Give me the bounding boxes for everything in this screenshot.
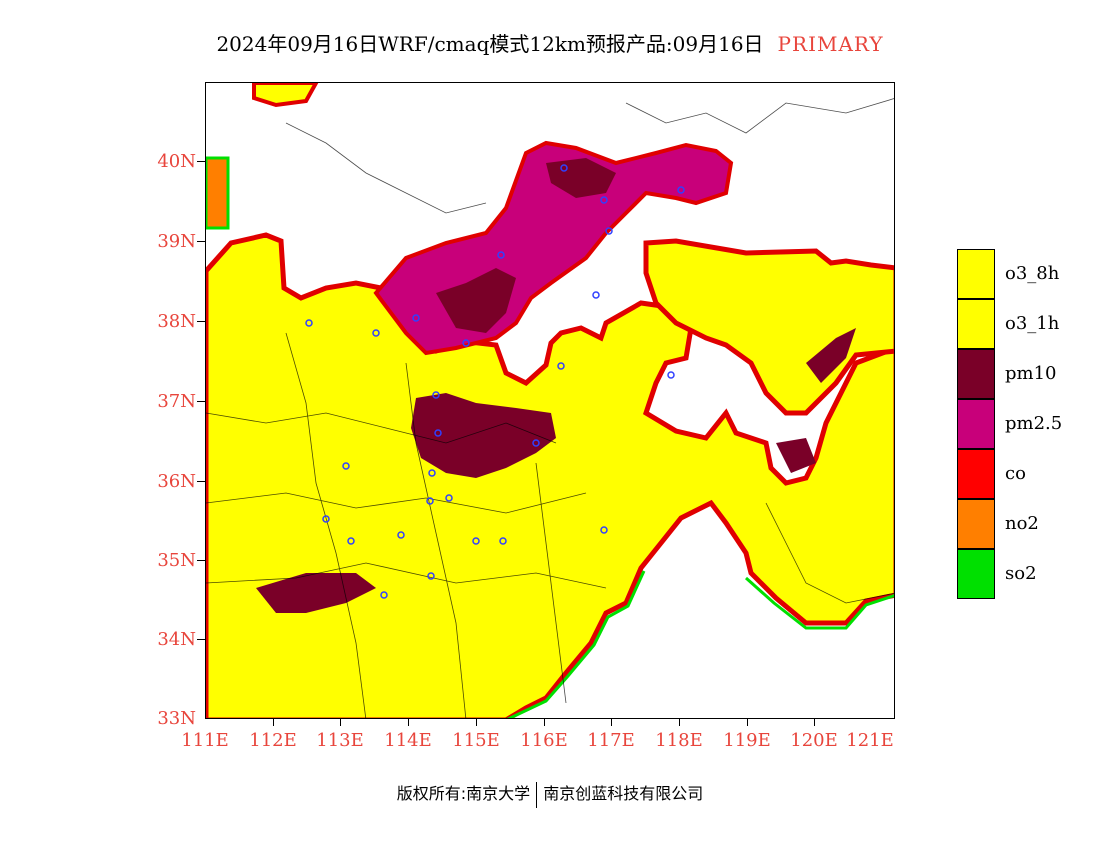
- legend-item-o3-8h: o3_8h: [957, 249, 1097, 299]
- lon-tick: [340, 719, 341, 726]
- lon-tick: [679, 719, 680, 726]
- lat-label-34n: 34N: [150, 629, 196, 650]
- lat-label-38n: 38N: [150, 311, 196, 332]
- legend-item-pm25: pm2.5: [957, 399, 1097, 449]
- lon-label-118e: 118E: [649, 730, 709, 751]
- title-text: 2024年09月16日WRF/cmaq模式12km预报产品:09月16日: [216, 32, 763, 56]
- lon-label-120e: 120E: [784, 730, 844, 751]
- lon-tick: [476, 719, 477, 726]
- pollutant-map: [205, 82, 895, 719]
- lon-label-112e: 112E: [243, 730, 303, 751]
- footer-left: 版权所有:南京大学: [397, 784, 530, 803]
- lat-label-39n: 39N: [150, 231, 196, 252]
- legend-label: pm2.5: [1005, 413, 1062, 434]
- lon-label-117e: 117E: [581, 730, 641, 751]
- lat-label-40n: 40N: [150, 151, 196, 172]
- lat-tick: [197, 321, 205, 322]
- footer-separator: [536, 782, 537, 808]
- map-title: 2024年09月16日WRF/cmaq模式12km预报产品:09月16日 PRIM…: [0, 28, 1100, 57]
- lat-label-33n: 33N: [150, 708, 196, 729]
- legend-label: pm10: [1005, 363, 1057, 384]
- copyright-footer: 版权所有:南京大学 南京创蓝科技有限公司: [0, 780, 1100, 808]
- legend-item-co: co: [957, 449, 1097, 499]
- legend-label: no2: [1005, 513, 1039, 534]
- footer-right: 南京创蓝科技有限公司: [543, 784, 703, 803]
- legend-swatch: [957, 349, 995, 399]
- lon-tick: [544, 719, 545, 726]
- lat-label-35n: 35N: [150, 550, 196, 571]
- lat-tick: [197, 481, 205, 482]
- legend-item-so2: so2: [957, 549, 1097, 599]
- legend-swatch: [957, 499, 995, 549]
- legend-swatch: [957, 399, 995, 449]
- lon-tick: [611, 719, 612, 726]
- lon-label-111e: 111E: [175, 730, 235, 751]
- legend-label: co: [1005, 463, 1026, 484]
- map-canvas: [206, 83, 895, 719]
- lon-label-114e: 114E: [378, 730, 438, 751]
- lat-label-36n: 36N: [150, 471, 196, 492]
- legend-swatch: [957, 449, 995, 499]
- o3-north-strip: [254, 83, 316, 105]
- lon-label-116e: 116E: [514, 730, 574, 751]
- lat-tick: [197, 241, 205, 242]
- lon-label-115e: 115E: [446, 730, 506, 751]
- legend-item-o3-1h: o3_1h: [957, 299, 1097, 349]
- lon-tick: [408, 719, 409, 726]
- lat-tick: [197, 161, 205, 162]
- legend-item-pm10: pm10: [957, 349, 1097, 399]
- legend-swatch: [957, 249, 995, 299]
- lat-label-37n: 37N: [150, 391, 196, 412]
- lon-label-113e: 113E: [310, 730, 370, 751]
- lon-tick: [814, 719, 815, 726]
- legend-swatch: [957, 299, 995, 349]
- legend-label: o3_8h: [1005, 263, 1059, 284]
- legend-label: o3_1h: [1005, 313, 1059, 334]
- lon-tick: [273, 719, 274, 726]
- lon-label-121e: 121E: [840, 730, 900, 751]
- no2-west-edge: [206, 158, 228, 228]
- legend-item-no2: no2: [957, 499, 1097, 549]
- legend-label: so2: [1005, 563, 1037, 584]
- primary-tag: PRIMARY: [778, 32, 884, 56]
- lon-tick: [747, 719, 748, 726]
- lon-label-119e: 119E: [717, 730, 777, 751]
- lat-tick: [197, 401, 205, 402]
- legend-swatch: [957, 549, 995, 599]
- lat-tick: [197, 560, 205, 561]
- lat-tick: [197, 639, 205, 640]
